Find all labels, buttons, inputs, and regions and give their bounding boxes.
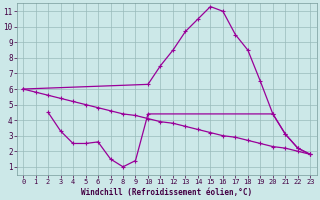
X-axis label: Windchill (Refroidissement éolien,°C): Windchill (Refroidissement éolien,°C) [81,188,252,197]
